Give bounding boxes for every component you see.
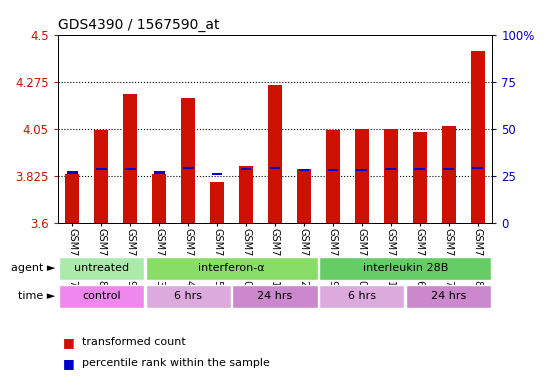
Bar [65, 174, 80, 223]
Bar [320, 257, 491, 280]
Bar [125, 168, 136, 170]
Bar [442, 126, 456, 223]
Text: 24 hrs: 24 hrs [431, 291, 466, 301]
Bar [299, 169, 310, 172]
Bar [153, 172, 164, 174]
Bar [152, 174, 166, 223]
Bar [326, 130, 340, 223]
Bar [297, 169, 311, 223]
Bar [406, 285, 491, 308]
Text: 6 hrs: 6 hrs [348, 291, 376, 301]
Text: ■: ■ [63, 357, 75, 370]
Bar [414, 168, 425, 170]
Text: untreated: untreated [74, 263, 129, 273]
Text: GDS4390 / 1567590_at: GDS4390 / 1567590_at [58, 18, 219, 32]
Text: interferon-α: interferon-α [198, 263, 265, 273]
Text: percentile rank within the sample: percentile rank within the sample [82, 358, 271, 368]
Bar [268, 85, 282, 223]
Bar [212, 172, 223, 175]
Bar [386, 168, 397, 170]
Bar [59, 285, 144, 308]
Text: agent ►: agent ► [10, 263, 55, 273]
Bar [210, 182, 224, 223]
Bar [355, 129, 369, 223]
Text: interleukin 28B: interleukin 28B [362, 263, 448, 273]
Bar [239, 166, 253, 223]
Bar [146, 285, 230, 308]
Bar [356, 169, 367, 172]
Bar [470, 51, 485, 223]
Bar [327, 169, 338, 172]
Bar [94, 130, 108, 223]
Bar [67, 172, 78, 174]
Text: time ►: time ► [18, 291, 55, 301]
Bar [181, 98, 195, 223]
Bar [59, 257, 144, 280]
Bar [384, 129, 398, 223]
Bar [412, 132, 427, 223]
Bar [270, 167, 280, 169]
Bar [472, 167, 483, 169]
Bar [320, 285, 404, 308]
Bar [146, 257, 317, 280]
Bar [96, 168, 107, 170]
Text: ■: ■ [63, 336, 75, 349]
Text: control: control [82, 291, 120, 301]
Text: 24 hrs: 24 hrs [257, 291, 293, 301]
Text: 6 hrs: 6 hrs [174, 291, 202, 301]
Bar [233, 285, 317, 308]
Bar [183, 167, 194, 169]
Bar [240, 168, 251, 170]
Bar [123, 94, 138, 223]
Bar [443, 168, 454, 170]
Text: transformed count: transformed count [82, 337, 186, 347]
